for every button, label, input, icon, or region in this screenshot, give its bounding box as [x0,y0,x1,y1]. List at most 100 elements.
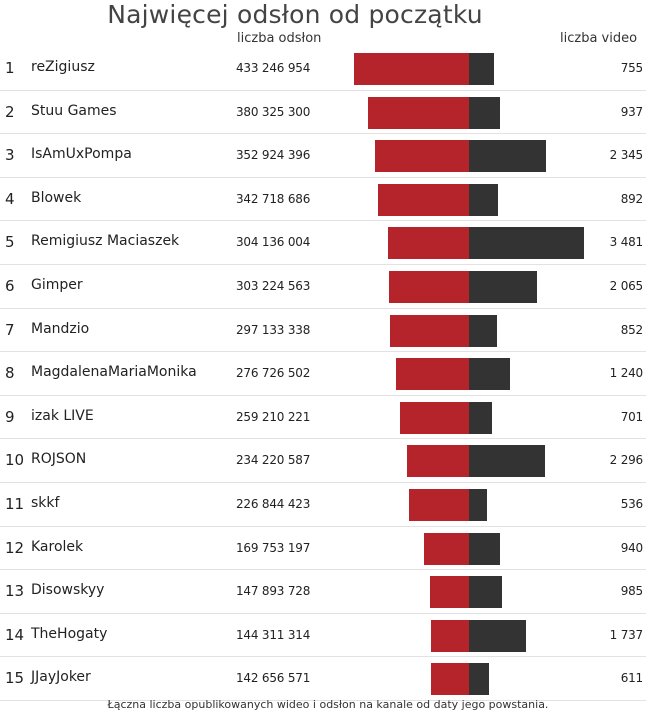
videos-value-label: 755 [620,61,644,75]
table-row: 11 skkf 226 844 423 536 [0,483,656,527]
views-value-label: 276 726 502 [236,366,311,381]
videos-column-header: liczba video [560,31,638,46]
views-bar [354,53,469,85]
channel-name-label: Stuu Games [31,102,117,119]
rank-label: 1 [5,59,15,77]
channel-name-label: ROJSON [31,451,87,468]
table-row: 13 Disowskyy 147 893 728 985 [0,570,656,614]
row-divider [0,176,646,178]
views-bar [406,445,469,478]
videos-value-label: 701 [620,409,644,424]
row-divider [0,569,646,571]
videos-bar [469,489,487,521]
table-row: 6 Gimper 303 224 563 2 065 [0,265,656,309]
videos-bar [469,445,545,478]
rank-label: 2 [5,102,15,121]
row-divider [0,656,646,658]
chart-title: Najwięcej odsłon od początku [107,0,483,29]
channel-name-label: skkf [31,495,60,511]
views-value-label: 433 246 954 [236,61,311,75]
row-divider [0,133,646,135]
views-bar [429,576,469,609]
videos-value-label: 536 [620,497,644,511]
rank-label: 11 [5,495,25,513]
videos-bar [469,183,499,216]
views-value-label: 144 311 314 [236,627,311,642]
videos-value-label: 940 [620,540,644,555]
row-divider [0,394,646,396]
row-divider [0,525,646,527]
rank-label: 3 [5,146,15,165]
videos-value-label: 2 065 [609,279,644,293]
views-bar [431,663,469,696]
row-divider [0,612,646,614]
rank-label: 14 [5,625,25,644]
table-row: 4 Blowek 342 718 686 892 [0,178,656,222]
views-column-header: liczba odsłon [237,31,322,46]
videos-bar [469,663,490,696]
table-row: 1 reZigiusz 433 246 954 755 [0,47,656,91]
videos-value-label: 852 [620,322,644,337]
views-bar [388,271,469,303]
videos-bar [469,358,510,391]
videos-bar [469,401,493,434]
videos-value-label: 2 296 [609,453,644,468]
views-value-label: 234 220 587 [236,453,311,468]
table-row: 5 Remigiusz Maciaszek 304 136 004 3 481 [0,221,656,265]
table-row: 9 izak LIVE 259 210 221 701 [0,396,656,440]
row-divider [0,699,646,701]
views-value-label: 352 924 396 [236,148,311,163]
channel-name-label: JJayJoker [31,669,91,686]
channel-name-label: MagdalenaMariaMonika [31,364,197,381]
videos-value-label: 937 [620,104,644,119]
videos-bar [469,532,501,565]
views-value-label: 342 718 686 [236,191,311,206]
videos-bar [469,227,584,260]
row-divider [0,438,646,440]
views-bar [423,532,469,565]
views-bar [375,140,469,173]
videos-bar [469,314,498,347]
table-row: 8 MagdalenaMariaMonika 276 726 502 1 240 [0,352,656,396]
channel-name-label: reZigiusz [31,59,95,75]
videos-bar [469,576,502,609]
videos-value-label: 2 345 [609,148,644,163]
channel-name-label: Mandzio [31,320,90,337]
row-divider [0,351,646,353]
videos-value-label: 1 240 [609,366,644,381]
videos-bar [469,619,527,652]
rank-label: 13 [5,582,25,601]
videos-bar [469,140,547,173]
views-value-label: 380 325 300 [236,104,311,119]
views-bar [430,619,469,652]
channel-name-label: Remigiusz Maciaszek [31,233,180,250]
row-divider [0,220,646,222]
views-bar [395,358,469,391]
channel-name-label: Karolek [31,538,84,555]
videos-value-label: 985 [620,584,644,599]
views-value-label: 304 136 004 [236,235,311,250]
views-value-label: 147 893 728 [236,584,311,599]
table-row: 2 Stuu Games 380 325 300 937 [0,91,656,135]
row-divider [0,263,646,265]
row-divider [0,481,646,483]
views-bar [400,401,469,434]
channel-name-label: izak LIVE [31,407,94,424]
videos-bar [469,53,494,85]
channel-name-label: TheHogaty [31,625,108,642]
videos-value-label: 611 [620,671,644,686]
videos-bar [469,271,538,303]
row-divider [0,307,646,309]
rank-label: 7 [5,320,15,339]
rank-label: 10 [5,451,25,470]
channel-name-label: Disowskyy [31,582,105,599]
views-value-label: 169 753 197 [236,540,311,555]
table-row: 7 Mandzio 297 133 338 852 [0,309,656,353]
views-bar [388,227,469,260]
table-row: 12 Karolek 169 753 197 940 [0,527,656,571]
channel-name-label: Blowek [31,189,82,206]
rank-label: 8 [5,364,15,383]
rank-label: 5 [5,233,15,252]
views-bar [378,183,469,216]
channel-name-label: Gimper [31,277,83,293]
